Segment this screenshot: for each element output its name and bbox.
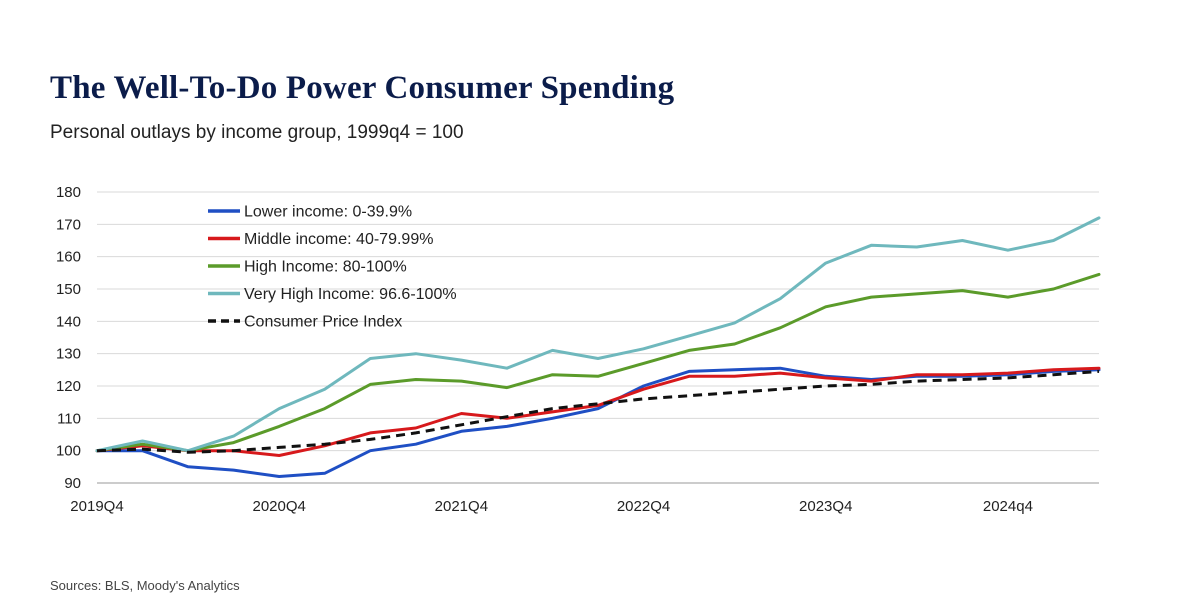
y-tick-label: 120 (56, 378, 81, 395)
y-tick-label: 150 (56, 281, 81, 298)
y-tick-label: 140 (56, 313, 81, 330)
series-line-2 (95, 272, 1101, 453)
source-note: Sources: BLS, Moody's Analytics (50, 578, 240, 593)
series-line-4 (96, 369, 1100, 454)
x-tick-label: 2022Q4 (617, 498, 670, 515)
x-tick-label: 2021Q4 (435, 498, 488, 515)
legend: Lower income: 0-39.9% Middle income: 40-7… (208, 204, 457, 331)
y-tick-label: 180 (56, 184, 81, 201)
series-line-1 (95, 366, 1101, 457)
series-lines (95, 216, 1101, 478)
series-line-3 (95, 216, 1101, 453)
legend-label: Lower income: 0-39.9% (244, 204, 412, 221)
chart-title: The Well-To-Do Power Consumer Spending (50, 70, 675, 106)
y-axis: 90 100 110 120 130 140 150 160 170 180 (56, 184, 81, 492)
legend-label: Middle income: 40-79.99% (244, 231, 433, 248)
legend-label: Consumer Price Index (244, 314, 402, 331)
y-tick-label: 170 (56, 216, 81, 233)
x-axis: 2019Q4 2020Q4 2021Q4 2022Q4 2023Q4 2024q4 (70, 482, 1099, 515)
x-tick-label: 2024q4 (983, 498, 1033, 515)
chart-subtitle: Personal outlays by income group, 1999q4… (50, 122, 464, 143)
x-tick-label: 2020Q4 (252, 498, 305, 515)
y-tick-label: 160 (56, 249, 81, 266)
y-tick-label: 130 (56, 346, 81, 363)
y-tick-label: 100 (56, 443, 81, 460)
x-tick-label: 2023Q4 (799, 498, 852, 515)
legend-label: High Income: 80-100% (244, 259, 407, 276)
x-tick-label: 2019Q4 (70, 498, 123, 515)
y-tick-label: 90 (64, 475, 81, 492)
y-tick-label: 110 (57, 410, 81, 427)
series-line-0 (95, 366, 1101, 478)
legend-label: Very High Income: 96.6-100% (244, 286, 457, 303)
